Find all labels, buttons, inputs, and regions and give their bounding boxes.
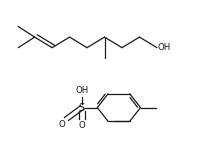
Text: OH: OH [75, 86, 88, 95]
Text: OH: OH [157, 43, 170, 52]
Text: O: O [59, 120, 65, 129]
Text: S: S [78, 103, 84, 113]
Text: O: O [78, 121, 85, 130]
